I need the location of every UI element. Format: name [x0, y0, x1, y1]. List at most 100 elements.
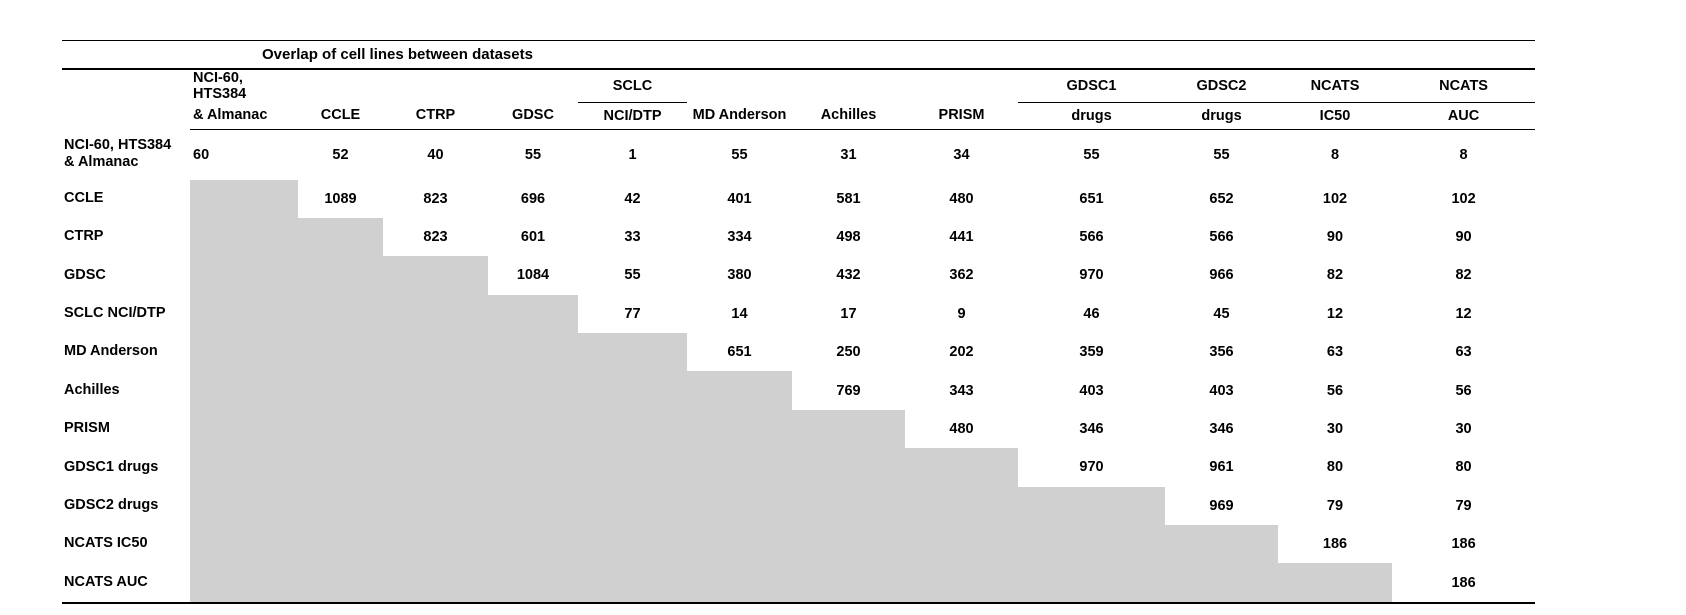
value-cell: 970 — [1079, 267, 1104, 284]
table-row: CCLE 1089 823 696 42 401 581 480 651 652… — [62, 179, 1535, 218]
header-spacer — [687, 69, 792, 102]
shaded-cell — [488, 371, 578, 410]
value-cell: 186 — [1451, 536, 1476, 553]
value-cell: 80 — [1326, 459, 1344, 476]
row-label: CTRP — [64, 228, 104, 245]
value-cell: 55 — [524, 146, 542, 163]
table-row: NCATS IC50 186 186 — [62, 525, 1535, 564]
row-label: Achilles — [64, 381, 120, 398]
row-label: NCI-60, HTS384 & Almanac — [64, 136, 172, 171]
row-label: GDSC1 drugs — [64, 458, 159, 475]
value-cell: 90 — [1326, 229, 1344, 246]
shaded-cell — [687, 525, 792, 564]
shaded-cell — [687, 371, 792, 410]
value-cell: 56 — [1455, 382, 1472, 399]
value-cell: 970 — [1079, 459, 1104, 476]
value-cell: 30 — [1326, 421, 1344, 438]
header-cell-ncats-ic50-group: NCATS — [1278, 69, 1392, 103]
shaded-cell — [488, 563, 578, 604]
row-label: SCLC NCI/DTP — [64, 305, 166, 322]
row-label: MD Anderson — [64, 343, 158, 360]
value-cell: 1084 — [516, 267, 550, 284]
value-cell: 581 — [836, 190, 861, 207]
header-row-top: NCI-60, HTS384 SCLC GDSC1 GDSC2 NCATS NC… — [62, 69, 1536, 103]
value-cell: 498 — [836, 229, 861, 246]
value-cell: 56 — [1326, 382, 1344, 399]
title-row: Overlap of cell lines between datasets — [62, 40, 1536, 70]
value-cell: 40 — [427, 146, 444, 163]
header-cell-ncidtp: NCI/DTP — [578, 102, 687, 130]
shaded-cell — [190, 448, 298, 487]
shaded-cell — [687, 409, 792, 449]
value-cell: 45 — [1213, 305, 1230, 322]
shaded-cell — [578, 563, 687, 604]
shaded-cell — [298, 371, 383, 410]
value-cell: 966 — [1209, 267, 1234, 284]
shaded-cell — [905, 486, 1018, 526]
header-spacer — [488, 69, 578, 102]
shaded-cell — [578, 448, 687, 487]
shaded-cell — [1165, 525, 1278, 564]
shaded-cell — [905, 525, 1018, 564]
header-spacer — [298, 69, 383, 102]
shaded-cell — [383, 371, 488, 410]
shaded-cell — [488, 333, 578, 372]
value-cell: 601 — [520, 229, 546, 246]
value-cell: 823 — [423, 229, 448, 246]
header-spacer — [792, 69, 905, 102]
header-cell-ctrp: CTRP — [383, 102, 488, 130]
shaded-cell — [488, 525, 578, 564]
value-cell: 82 — [1455, 267, 1472, 284]
header-spacer — [383, 69, 488, 102]
shaded-cell — [298, 563, 383, 604]
value-cell: 969 — [1209, 497, 1234, 514]
header-cell-prism: PRISM — [905, 102, 1018, 130]
shaded-cell — [1018, 486, 1165, 526]
shaded-cell — [383, 486, 488, 526]
shaded-cell — [383, 525, 488, 564]
table-row: CTRP 823 601 33 334 498 441 566 566 90 9… — [62, 217, 1535, 257]
value-cell: 82 — [1326, 267, 1344, 284]
value-cell: 55 — [1083, 146, 1100, 163]
header-spacer — [905, 69, 1018, 102]
value-cell: 769 — [836, 382, 861, 399]
value-cell: 90 — [1455, 229, 1472, 246]
shaded-cell — [1018, 563, 1165, 604]
shaded-cell — [905, 448, 1018, 487]
value-cell: 30 — [1455, 421, 1472, 438]
value-cell: 250 — [836, 344, 861, 361]
row-label: GDSC — [64, 266, 106, 283]
table-row: SCLC NCI/DTP 77 14 17 9 46 45 12 12 — [62, 294, 1535, 334]
value-cell: 401 — [727, 190, 752, 207]
header-spacer — [62, 69, 190, 102]
value-cell: 432 — [836, 267, 861, 284]
value-cell: 33 — [624, 229, 641, 246]
shaded-cell — [383, 409, 488, 449]
row-label: NCATS AUC — [62, 563, 190, 604]
shaded-cell — [190, 333, 298, 372]
shaded-cell — [298, 409, 383, 449]
value-cell: 480 — [949, 421, 974, 438]
row-label: CCLE — [64, 189, 104, 206]
shaded-cell — [578, 371, 687, 410]
value-cell: 42 — [624, 190, 641, 207]
shaded-cell — [298, 256, 383, 295]
value-cell: 80 — [1455, 459, 1472, 476]
table-row: MD Anderson 651 250 202 359 356 63 63 — [62, 333, 1535, 372]
value-cell: 343 — [949, 382, 974, 399]
header-cell-ncats-ic50: IC50 — [1278, 102, 1392, 130]
value-cell: 346 — [1209, 421, 1234, 438]
shaded-cell — [190, 525, 298, 564]
value-cell: 12 — [1455, 305, 1472, 322]
shaded-cell — [578, 409, 687, 449]
header-cell-sclc-group: SCLC — [578, 69, 687, 103]
shaded-cell — [190, 217, 298, 257]
header-cell-nci60-line1: NCI-60, HTS384 — [193, 70, 247, 102]
value-cell: 334 — [727, 229, 752, 246]
value-cell: 566 — [1079, 229, 1104, 246]
value-cell: 403 — [1079, 382, 1104, 399]
value-cell: 79 — [1455, 497, 1472, 514]
header-cell-gdsc1-drugs: drugs — [1018, 102, 1165, 130]
value-cell: 63 — [1455, 344, 1472, 361]
shaded-cell — [298, 217, 383, 257]
